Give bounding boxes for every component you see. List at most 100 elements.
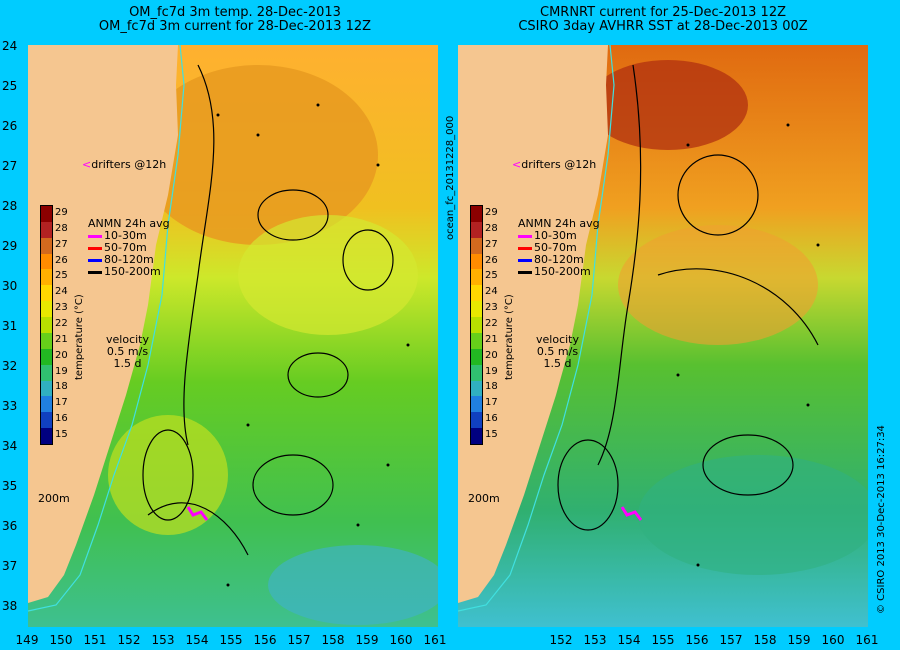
colorbar-tick-label: 24 — [485, 286, 498, 298]
colorbar-tick-label: 21 — [485, 333, 498, 345]
y-tick: 34 — [2, 439, 18, 453]
velocity-speed: 0.5 m/s — [536, 345, 579, 358]
colorbar-segment — [471, 317, 482, 334]
colorbar-tick-label: 23 — [55, 302, 68, 314]
right-colorbar-title: temperature (°C) — [504, 294, 515, 380]
legend-swatch — [88, 234, 102, 238]
colorbar-segment — [41, 301, 52, 318]
x-tick: 152 — [117, 633, 141, 647]
colorbar-tick-label: 22 — [55, 318, 68, 329]
colorbar-segment — [471, 412, 482, 429]
x-tick: 157 — [719, 633, 743, 647]
legend-swatch — [88, 246, 102, 250]
y-tick: 24 — [2, 39, 18, 53]
x-tick: 159 — [355, 633, 379, 647]
left-colorbar-title: temperature (°C) — [74, 294, 85, 380]
right-depth-legend: ANMN 24h avg 10-30m 50-70m 80-120m 150-2… — [518, 218, 600, 278]
colorbar-segment — [471, 364, 482, 382]
colorbar-segment — [41, 269, 52, 286]
legend-title: ANMN 24h avg — [88, 217, 170, 230]
colorbar-tick-label: 18 — [485, 381, 498, 393]
y-tick: 33 — [2, 399, 18, 413]
left-velocity-scale: velocity 0.5 m/s 1.5 d — [106, 334, 149, 370]
colorbar-segment — [41, 237, 52, 255]
colorbar-segment — [41, 364, 52, 382]
legend-swatch — [518, 246, 532, 250]
colorbar-segment — [41, 428, 52, 445]
colorbar-segment — [471, 206, 482, 223]
colorbar-tick-label: 26 — [55, 254, 68, 266]
y-tick: 30 — [2, 279, 18, 293]
colorbar-segment — [41, 285, 52, 302]
legend-swatch — [88, 270, 102, 274]
left-temperature-colorbar — [40, 205, 53, 445]
colorbar-segment — [471, 396, 482, 413]
colorbar-tick-label: 16 — [55, 413, 68, 425]
x-tick: 152 — [549, 633, 573, 647]
x-tick: 153 — [583, 633, 607, 647]
right-isobath-label: 200m — [468, 492, 500, 505]
left-depth-legend: ANMN 24h avg 10-30m 50-70m 80-120m 150-2… — [88, 218, 170, 278]
legend-label: 150-200m — [534, 265, 591, 278]
colorbar-tick-label: 22 — [485, 318, 498, 329]
y-tick: 32 — [2, 359, 18, 373]
colorbar-tick-label: 29 — [485, 206, 498, 218]
legend-swatch — [88, 258, 102, 262]
colorbar-segment — [41, 412, 52, 429]
legend-label: 80-120m — [534, 253, 584, 266]
x-tick: 155 — [219, 633, 243, 647]
colorbar-tick-label: 23 — [485, 302, 498, 314]
legend-label: 80-120m — [104, 253, 154, 266]
x-tick: 151 — [83, 633, 107, 647]
velocity-title: velocity — [536, 333, 579, 346]
right-velocity-scale: velocity 0.5 m/s 1.5 d — [536, 334, 579, 370]
legend-label: 10-30m — [104, 229, 147, 242]
colorbar-tick-label: 19 — [55, 365, 68, 377]
colorbar-tick-label: 18 — [55, 381, 68, 393]
velocity-speed: 0.5 m/s — [106, 345, 149, 358]
colorbar-tick-label: 17 — [485, 397, 498, 409]
colorbar-segment — [471, 285, 482, 302]
x-tick: 156 — [253, 633, 277, 647]
x-tick: 158 — [753, 633, 777, 647]
left-map-panel — [28, 45, 438, 627]
colorbar-tick-label: 29 — [55, 206, 68, 218]
legend-swatch — [518, 234, 532, 238]
x-tick: 161 — [855, 633, 879, 647]
right-map-panel — [458, 45, 868, 627]
y-tick: 29 — [2, 239, 18, 253]
legend-title: ANMN 24h avg — [518, 217, 600, 230]
colorbar-segment — [471, 269, 482, 286]
colorbar-segment — [471, 348, 482, 366]
left-isobath-label: 200m — [38, 492, 70, 505]
right-temperature-colorbar — [470, 205, 483, 445]
colorbar-segment — [471, 301, 482, 318]
y-tick: 38 — [2, 599, 18, 613]
x-tick: 159 — [787, 633, 811, 647]
velocity-title: velocity — [106, 333, 149, 346]
y-tick: 27 — [2, 159, 18, 173]
y-tick: 36 — [2, 519, 18, 533]
colorbar-tick-label: 25 — [485, 270, 498, 282]
velocity-time: 1.5 d — [113, 357, 142, 370]
legend-swatch — [518, 258, 532, 262]
x-tick: 160 — [389, 633, 413, 647]
colorbar-tick-label: 21 — [55, 333, 68, 345]
colorbar-segment — [41, 317, 52, 334]
left-sst-map — [28, 45, 438, 627]
colorbar-tick-label: 26 — [485, 254, 498, 266]
colorbar-tick-label: 16 — [485, 413, 498, 425]
colorbar-segment — [41, 206, 52, 223]
colorbar-segment — [471, 380, 482, 397]
colorbar-segment — [471, 253, 482, 270]
velocity-time: 1.5 d — [543, 357, 572, 370]
colorbar-segment — [41, 380, 52, 397]
y-tick: 37 — [2, 559, 18, 573]
colorbar-tick-label: 27 — [55, 238, 68, 250]
legend-swatch — [518, 270, 532, 274]
colorbar-segment — [41, 396, 52, 413]
colorbar-segment — [471, 332, 482, 350]
legend-label: 10-30m — [534, 229, 577, 242]
right-drifters-label: <drifters @12h — [512, 158, 597, 171]
legend-label: 50-70m — [104, 241, 147, 254]
